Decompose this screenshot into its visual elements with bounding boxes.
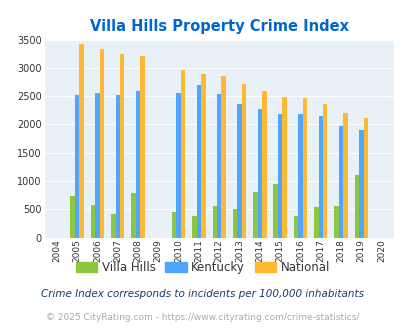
Bar (322, 104, 327, 238)
Bar (282, 97, 286, 238)
Bar (95, 93, 99, 238)
Bar (200, 74, 205, 238)
Bar (313, 207, 318, 238)
Bar (100, 49, 104, 238)
Bar (343, 113, 347, 238)
Bar (334, 206, 338, 238)
Text: Crime Index corresponds to incidents per 100,000 inhabitants: Crime Index corresponds to incidents per… (41, 289, 364, 299)
Title: Villa Hills Property Crime Index: Villa Hills Property Crime Index (90, 19, 348, 34)
Bar (298, 114, 302, 238)
Bar (172, 212, 176, 238)
Bar (111, 214, 115, 238)
Bar (257, 109, 262, 238)
Bar (70, 196, 75, 238)
Bar (135, 91, 140, 238)
Bar (302, 98, 307, 238)
Text: © 2025 CityRating.com - https://www.cityrating.com/crime-statistics/: © 2025 CityRating.com - https://www.city… (46, 313, 359, 322)
Bar (221, 76, 226, 238)
Bar (192, 216, 196, 238)
Bar (176, 93, 181, 238)
Bar (354, 175, 358, 238)
Bar (120, 54, 124, 238)
Bar (277, 114, 282, 238)
Bar (358, 130, 363, 238)
Bar (253, 192, 257, 238)
Bar (237, 104, 241, 238)
Bar (115, 95, 120, 238)
Bar (181, 70, 185, 238)
Bar (216, 94, 221, 238)
Bar (262, 91, 266, 238)
Bar (232, 209, 237, 238)
Bar (75, 95, 79, 238)
Bar (79, 44, 83, 238)
Bar (293, 215, 297, 238)
Bar (338, 126, 343, 238)
Bar (196, 85, 200, 238)
Bar (363, 118, 367, 238)
Bar (273, 184, 277, 238)
Bar (140, 56, 144, 238)
Legend: Villa Hills, Kentucky, National: Villa Hills, Kentucky, National (71, 257, 334, 279)
Bar (212, 206, 216, 238)
Bar (131, 193, 135, 238)
Bar (318, 116, 322, 238)
Bar (241, 84, 245, 238)
Bar (91, 205, 95, 238)
